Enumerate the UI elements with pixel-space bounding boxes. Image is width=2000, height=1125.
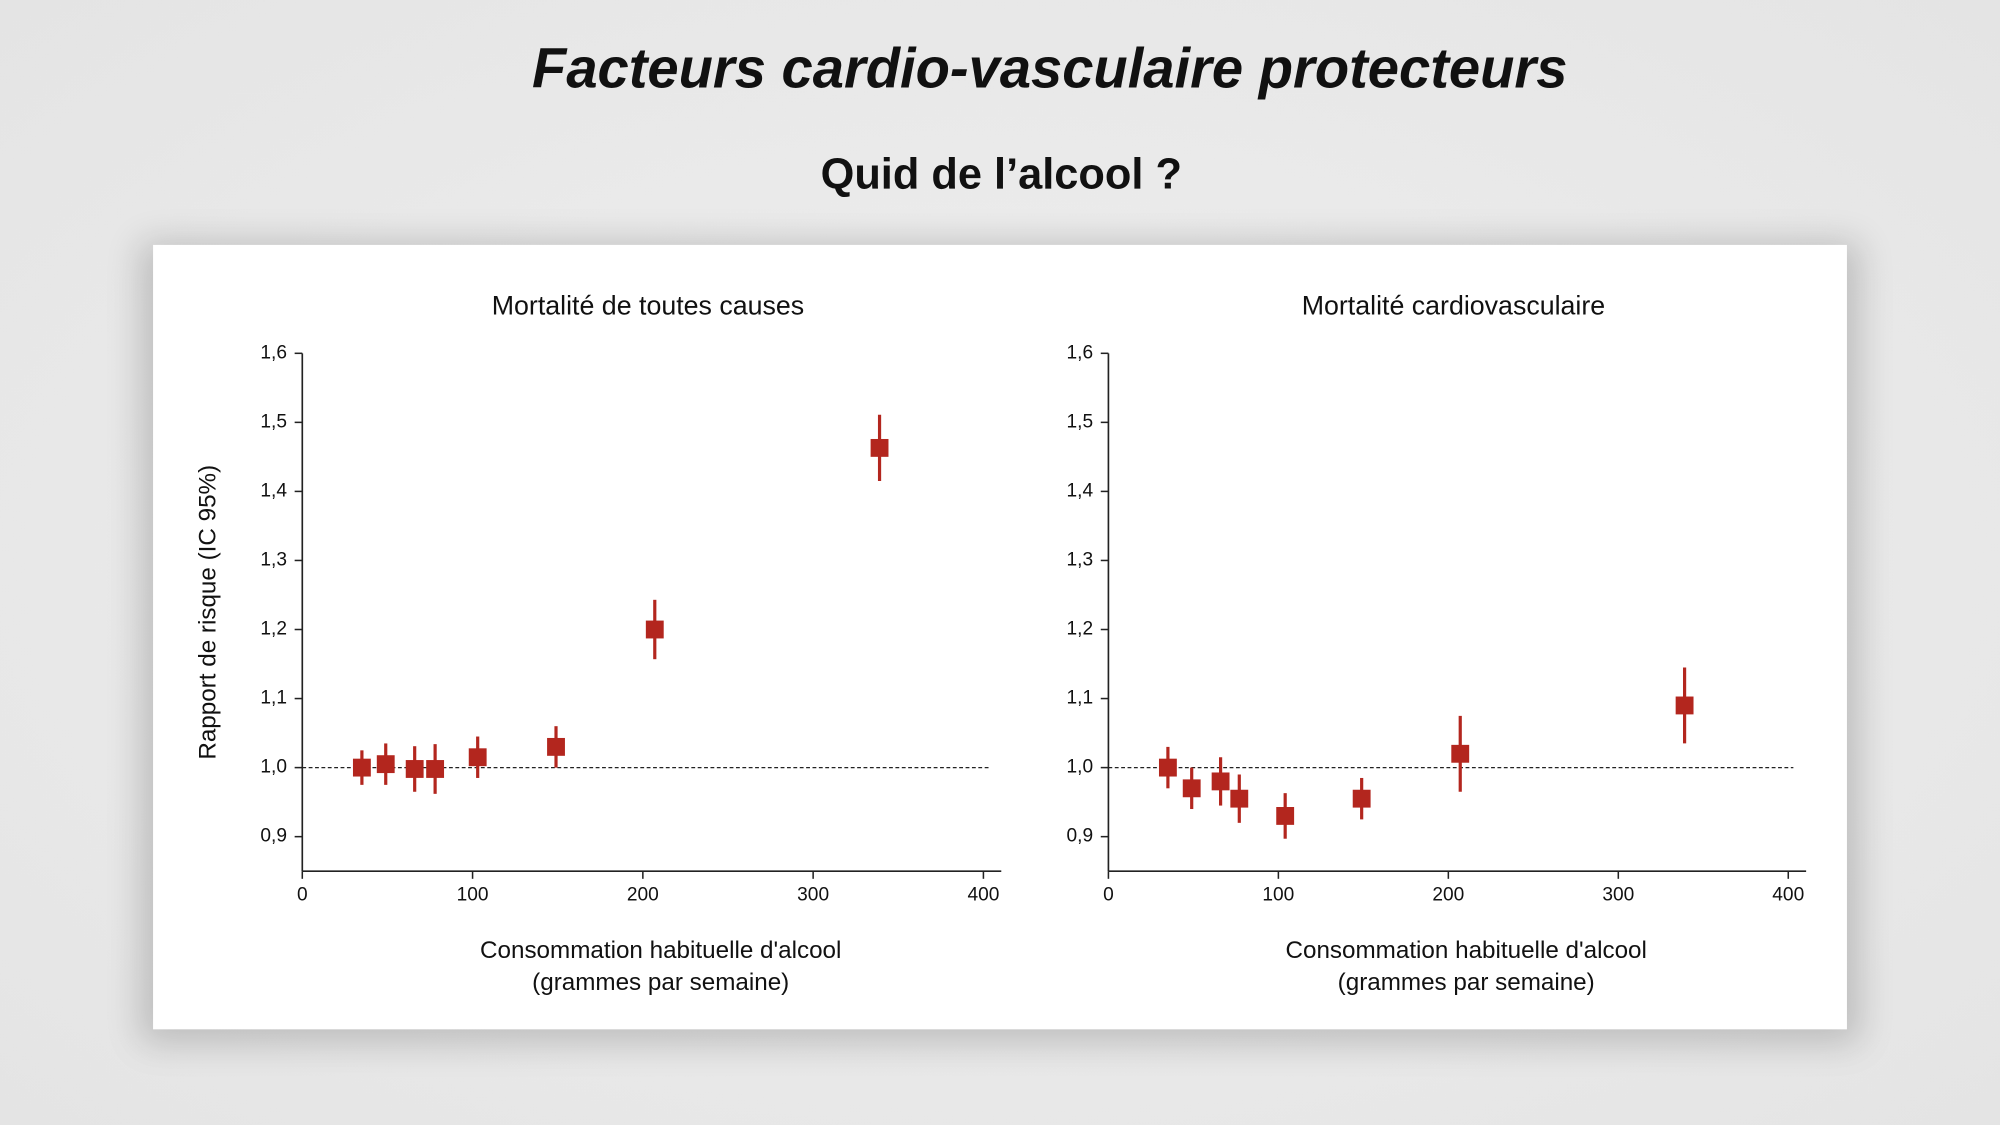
point (405, 760, 424, 778)
point (870, 438, 889, 457)
y-tick-label: 1,3 (260, 550, 287, 571)
y-tick-label: 1,4 (1067, 480, 1094, 501)
x-tick-label: 100 (1262, 884, 1294, 905)
point (645, 620, 664, 639)
x-axis-label: (grammes par semaine) (1338, 969, 1595, 996)
y-tick-label: 1,1 (260, 688, 287, 709)
point (1211, 772, 1230, 791)
x-tick-label: 0 (1103, 884, 1114, 905)
x-tick-label: 200 (627, 884, 659, 905)
x-tick-label: 100 (457, 884, 489, 905)
chart-panel (153, 244, 1847, 1030)
x-tick-label: 400 (1772, 884, 1804, 905)
point (1230, 789, 1249, 808)
slide-subtitle: Quid de l’alcool ? (821, 151, 1182, 199)
y-tick-label: 1,6 (1067, 342, 1094, 363)
point (352, 758, 371, 777)
slide-title: Facteurs cardio-vasculaire protecteurs (532, 37, 1567, 100)
y-tick-label: 1,3 (1067, 550, 1094, 571)
x-axis-label: (grammes par semaine) (532, 969, 789, 996)
y-tick-label: 1,5 (260, 411, 287, 432)
point (1451, 744, 1470, 763)
y-tick-label: 1,2 (260, 619, 287, 640)
x-axis-label: Consommation habituelle d'alcool (1286, 937, 1647, 964)
x-tick-label: 0 (297, 884, 308, 905)
point (426, 760, 445, 778)
y-tick-label: 0,9 (260, 826, 287, 847)
point (376, 755, 395, 774)
point (1276, 807, 1295, 825)
x-tick-label: 300 (797, 884, 829, 905)
x-tick-label: 300 (1602, 884, 1634, 905)
point (1675, 696, 1694, 715)
y-tick-label: 1,1 (1067, 688, 1094, 709)
point (1158, 758, 1177, 777)
y-axis-label: Rapport de risque (IC 95%) (195, 465, 222, 760)
y-tick-label: 1,0 (260, 757, 287, 778)
point (547, 737, 565, 756)
y-tick-label: 1,5 (1067, 411, 1094, 432)
y-tick-label: 1,4 (260, 480, 287, 501)
point (1352, 789, 1371, 808)
chart-title: Mortalité cardiovasculaire (1302, 290, 1605, 320)
y-tick-label: 0,9 (1067, 826, 1094, 847)
point (1182, 779, 1201, 798)
y-tick-label: 1,6 (260, 342, 287, 363)
y-tick-label: 1,0 (1067, 757, 1094, 778)
point (468, 748, 487, 767)
y-tick-label: 1,2 (1067, 619, 1094, 640)
x-axis-label: Consommation habituelle d'alcool (480, 937, 841, 964)
x-tick-label: 200 (1432, 884, 1464, 905)
chart-title: Mortalité de toutes causes (492, 290, 804, 320)
x-tick-label: 400 (967, 884, 999, 905)
